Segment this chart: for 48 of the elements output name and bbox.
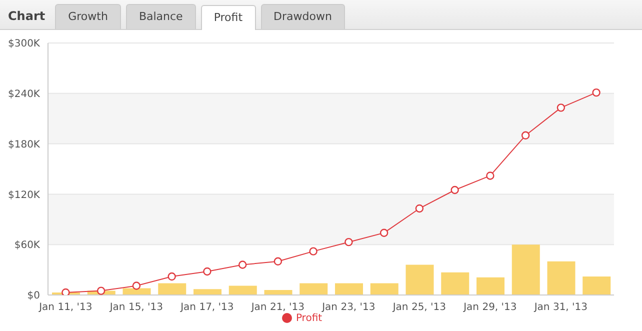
y-tick-label: $240K [8,88,40,100]
x-tick-label: Jan 29, '13 [462,302,517,314]
x-tick-label: Jan 21, '13 [250,302,305,314]
point [450,186,459,194]
point [132,282,141,290]
point [521,131,530,140]
point [96,286,106,295]
y-tick-label: $0 [27,290,40,302]
point [274,257,282,266]
text: Profit [200,5,256,30]
text: Drawdown [260,4,345,29]
x-tick-label: Jan 25, '13 [392,302,446,314]
bar [335,283,363,295]
y-tick-label: $60K [14,240,40,252]
point [309,247,318,256]
bar [300,283,328,295]
bar [547,261,576,295]
bar [406,264,434,295]
x-tick-label: Jan 11, '13 [38,302,92,314]
y-tick-label: $120K [8,190,40,201]
bar [158,283,186,295]
point [238,260,247,269]
x-tick-label: Jan 23, '13 [321,302,376,314]
point [592,88,600,97]
point [415,204,424,213]
point [344,238,353,246]
text: Growth [55,4,121,29]
bar [441,272,470,295]
bar [476,277,504,295]
bar [512,244,540,295]
legend-label: Profit [296,313,322,324]
text: Balance [126,4,196,29]
point [62,288,70,295]
bar [194,289,222,295]
bar [228,286,257,295]
chart-title: Chart [7,9,46,25]
point [486,172,494,180]
bar [582,276,611,295]
x-tick-label: Jan 17, '13 [180,302,234,314]
point [556,104,566,112]
y-tick-label: $300K [8,38,40,50]
point [168,272,176,281]
point [380,228,388,237]
bar [370,283,398,295]
x-tick-label: Jan 31, '13 [533,302,588,314]
y-tick-label: $180K [8,139,40,150]
point [203,267,212,276]
x-tick-label: Jan 15, '13 [108,302,164,314]
